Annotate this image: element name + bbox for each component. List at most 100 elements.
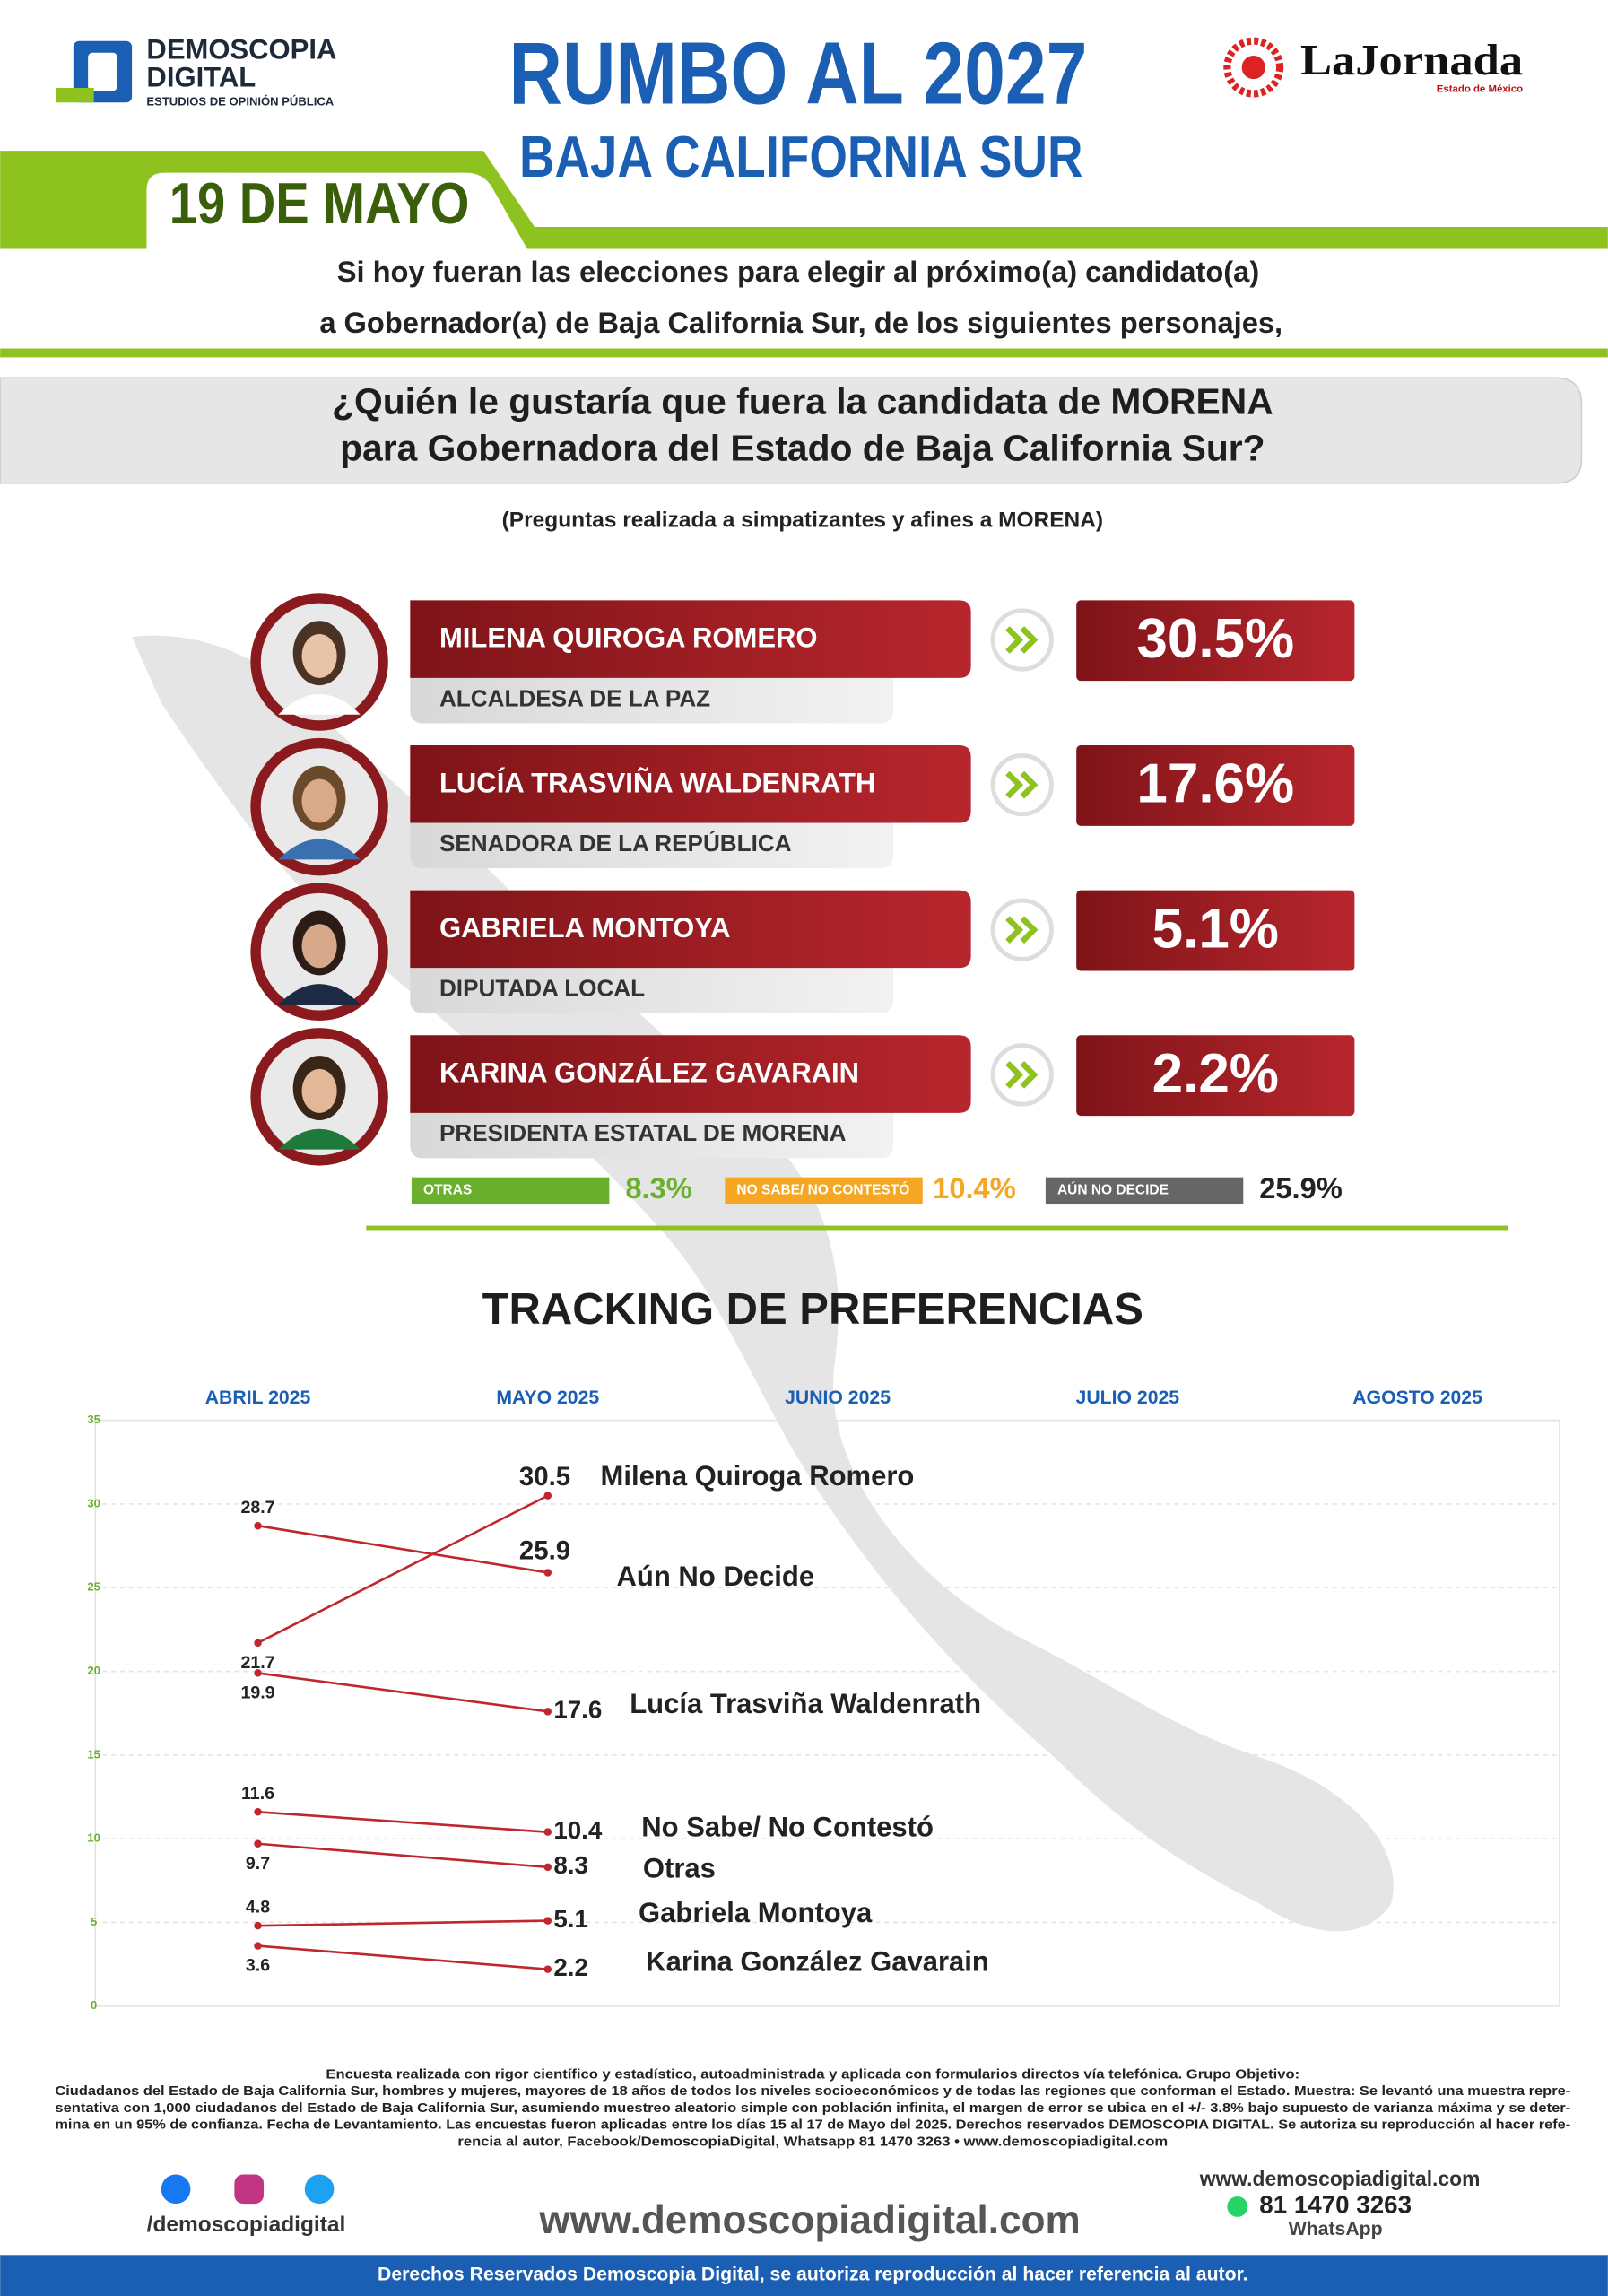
partner-icon (1223, 37, 1284, 98)
disclaimer-line: rencia al autor, Facebook/DemoscopiaDigi… (457, 2135, 1168, 2149)
value-label: 19.9 (240, 1683, 274, 1702)
result-box (1076, 600, 1355, 682)
facebook-icon[interactable] (161, 2174, 191, 2205)
subtitle: BAJA CALIFORNIA SUR (519, 124, 1083, 189)
twitter-icon[interactable] (304, 2174, 335, 2205)
rights: Derechos Reservados Demoscopia Digital, … (378, 2265, 1248, 2285)
social-icons (161, 2174, 335, 2205)
point (543, 1708, 552, 1716)
y-tick-label: 0 (91, 1998, 97, 2012)
y-tick-label: 30 (87, 1496, 100, 1509)
series-line (257, 1524, 548, 1574)
name-bar (410, 1035, 971, 1113)
disclaimer: Encuesta realizada con rigor científico … (55, 2067, 1570, 2149)
value-label: 28.7 (240, 1498, 274, 1518)
series-line (257, 1810, 548, 1833)
series-name: No Sabe/ No Contestó (641, 1812, 934, 1843)
candidate-name: KARINA GONZÁLEZ GAVARAIN (439, 1057, 859, 1089)
point (543, 1492, 552, 1500)
candidate-name: MILENA QUIROGA ROMERO (439, 622, 818, 654)
brand-logo: DEMOSCOPIA DIGITAL ESTUDIOS DE OPINIÓN P… (56, 33, 336, 109)
whatsapp-label: WhatsApp (1289, 2219, 1383, 2239)
point (543, 1917, 552, 1925)
disclaimer-line: mina en un 95% de confianza. Fecha de Le… (55, 2118, 1570, 2133)
y-tick-label: 25 (87, 1580, 100, 1594)
x-tick-label: JULIO 2025 (1076, 1387, 1180, 1408)
name-bar (410, 890, 971, 969)
x-tick-label: ABRIL 2025 (205, 1387, 311, 1408)
photo-face (301, 1068, 337, 1113)
name-bar (410, 745, 971, 823)
chevron (1005, 916, 1039, 944)
chevron (1005, 770, 1039, 799)
value-label: 9.7 (246, 1854, 270, 1874)
value-label: 4.8 (246, 1898, 270, 1918)
disclaimer-line: Encuesta realizada con rigor científico … (326, 2067, 1299, 2082)
logo-mark-inner (88, 52, 117, 91)
question-line: para Gobernadora del Estado de Baja Cali… (340, 428, 1265, 469)
candidate-role: PRESIDENTA ESTATAL DE MORENA (439, 1119, 847, 1146)
intro-line: Si hoy fueran las elecciones para elegir… (337, 255, 1259, 288)
point (543, 1965, 552, 1973)
chart-title: TRACKING DE PREFERENCIAS (482, 1285, 1143, 1334)
brand-sub: ESTUDIOS DE OPINIÓN PÚBLICA (146, 95, 334, 109)
partner-sub: Estado de México (1437, 84, 1523, 95)
date: 19 DE MAYO (169, 170, 470, 236)
photo-body (278, 693, 361, 715)
series-name: Lucía Trasviña Waldenrath (630, 1688, 981, 1719)
phone: 81 1470 3263 (1259, 2191, 1412, 2219)
point (254, 1808, 262, 1816)
result-box (1076, 1035, 1355, 1117)
value-label: 3.6 (246, 1956, 270, 1976)
candidate-role: ALCALDESA DE LA PAZ (439, 684, 710, 711)
y-tick-label: 10 (87, 1831, 100, 1845)
candidates: MILENA QUIROGA ROMERO ALCALDESA DE LA PAZ… (250, 593, 1355, 1166)
others-label: NO SABE/ NO CONTESTÓ (736, 1181, 909, 1197)
disclaimer-line: sentativa con 1,000 ciudadanos del Estad… (55, 2101, 1570, 2116)
series-name: Milena Quiroga Romero (601, 1460, 915, 1492)
photo-face (301, 633, 337, 678)
point (543, 1569, 552, 1577)
brand: DEMOSCOPIA (146, 33, 336, 65)
value-label: 10.4 (553, 1816, 603, 1844)
y-tick-label: 15 (87, 1747, 100, 1761)
point (254, 1942, 262, 1950)
x-tick-label: AGOSTO 2025 (1352, 1387, 1482, 1408)
x-tick-label: MAYO 2025 (496, 1387, 599, 1408)
others-result: 8.3% (625, 1171, 691, 1205)
point (254, 1839, 262, 1848)
y-tick-label: 20 (87, 1664, 100, 1677)
y-tick-label: 35 (87, 1413, 100, 1426)
chart: 0 5 10 15 20 25 30 35 ABRIL 2025 MAYO 2025 JUNIO 2… (87, 1387, 1560, 2012)
others-bar (411, 1177, 610, 1205)
name-bar (410, 600, 971, 678)
website[interactable]: www.demoscopiadigital.com (538, 2198, 1080, 2242)
point (254, 1669, 262, 1677)
logo-mark-accent (56, 87, 94, 103)
value-label: 5.1 (553, 1905, 588, 1933)
candidate-name: GABRIELA MONTOYA (439, 912, 731, 944)
series-name: Aún No Decide (617, 1561, 815, 1592)
point (254, 1639, 262, 1648)
candidate-result: 30.5% (1136, 608, 1294, 670)
divider (366, 1225, 1508, 1231)
result-box (1076, 745, 1355, 826)
others-label: AÚN NO DECIDE (1057, 1181, 1169, 1197)
candidate-result: 2.2% (1152, 1043, 1279, 1105)
partner-logo: LaJornada Estado de México (1223, 35, 1523, 98)
series-name: Otras (643, 1852, 716, 1883)
chevron (1005, 626, 1039, 654)
value-label: 8.3 (553, 1851, 588, 1879)
note: (Preguntas realizada a simpatizantes y a… (502, 509, 1103, 533)
question-box (0, 377, 1583, 484)
question-line: ¿Quién le gustaría que fuera la candidat… (332, 380, 1273, 422)
photo-body (278, 1128, 361, 1150)
date-tab (146, 172, 527, 249)
disclaimer-line: Ciudadanos del Estado de Baja California… (55, 2084, 1570, 2099)
divider (0, 348, 1608, 358)
candidate-result: 5.1% (1152, 898, 1279, 960)
others-bar (1045, 1177, 1244, 1205)
series-line (257, 1944, 548, 1970)
instagram-icon[interactable] (234, 2174, 265, 2205)
